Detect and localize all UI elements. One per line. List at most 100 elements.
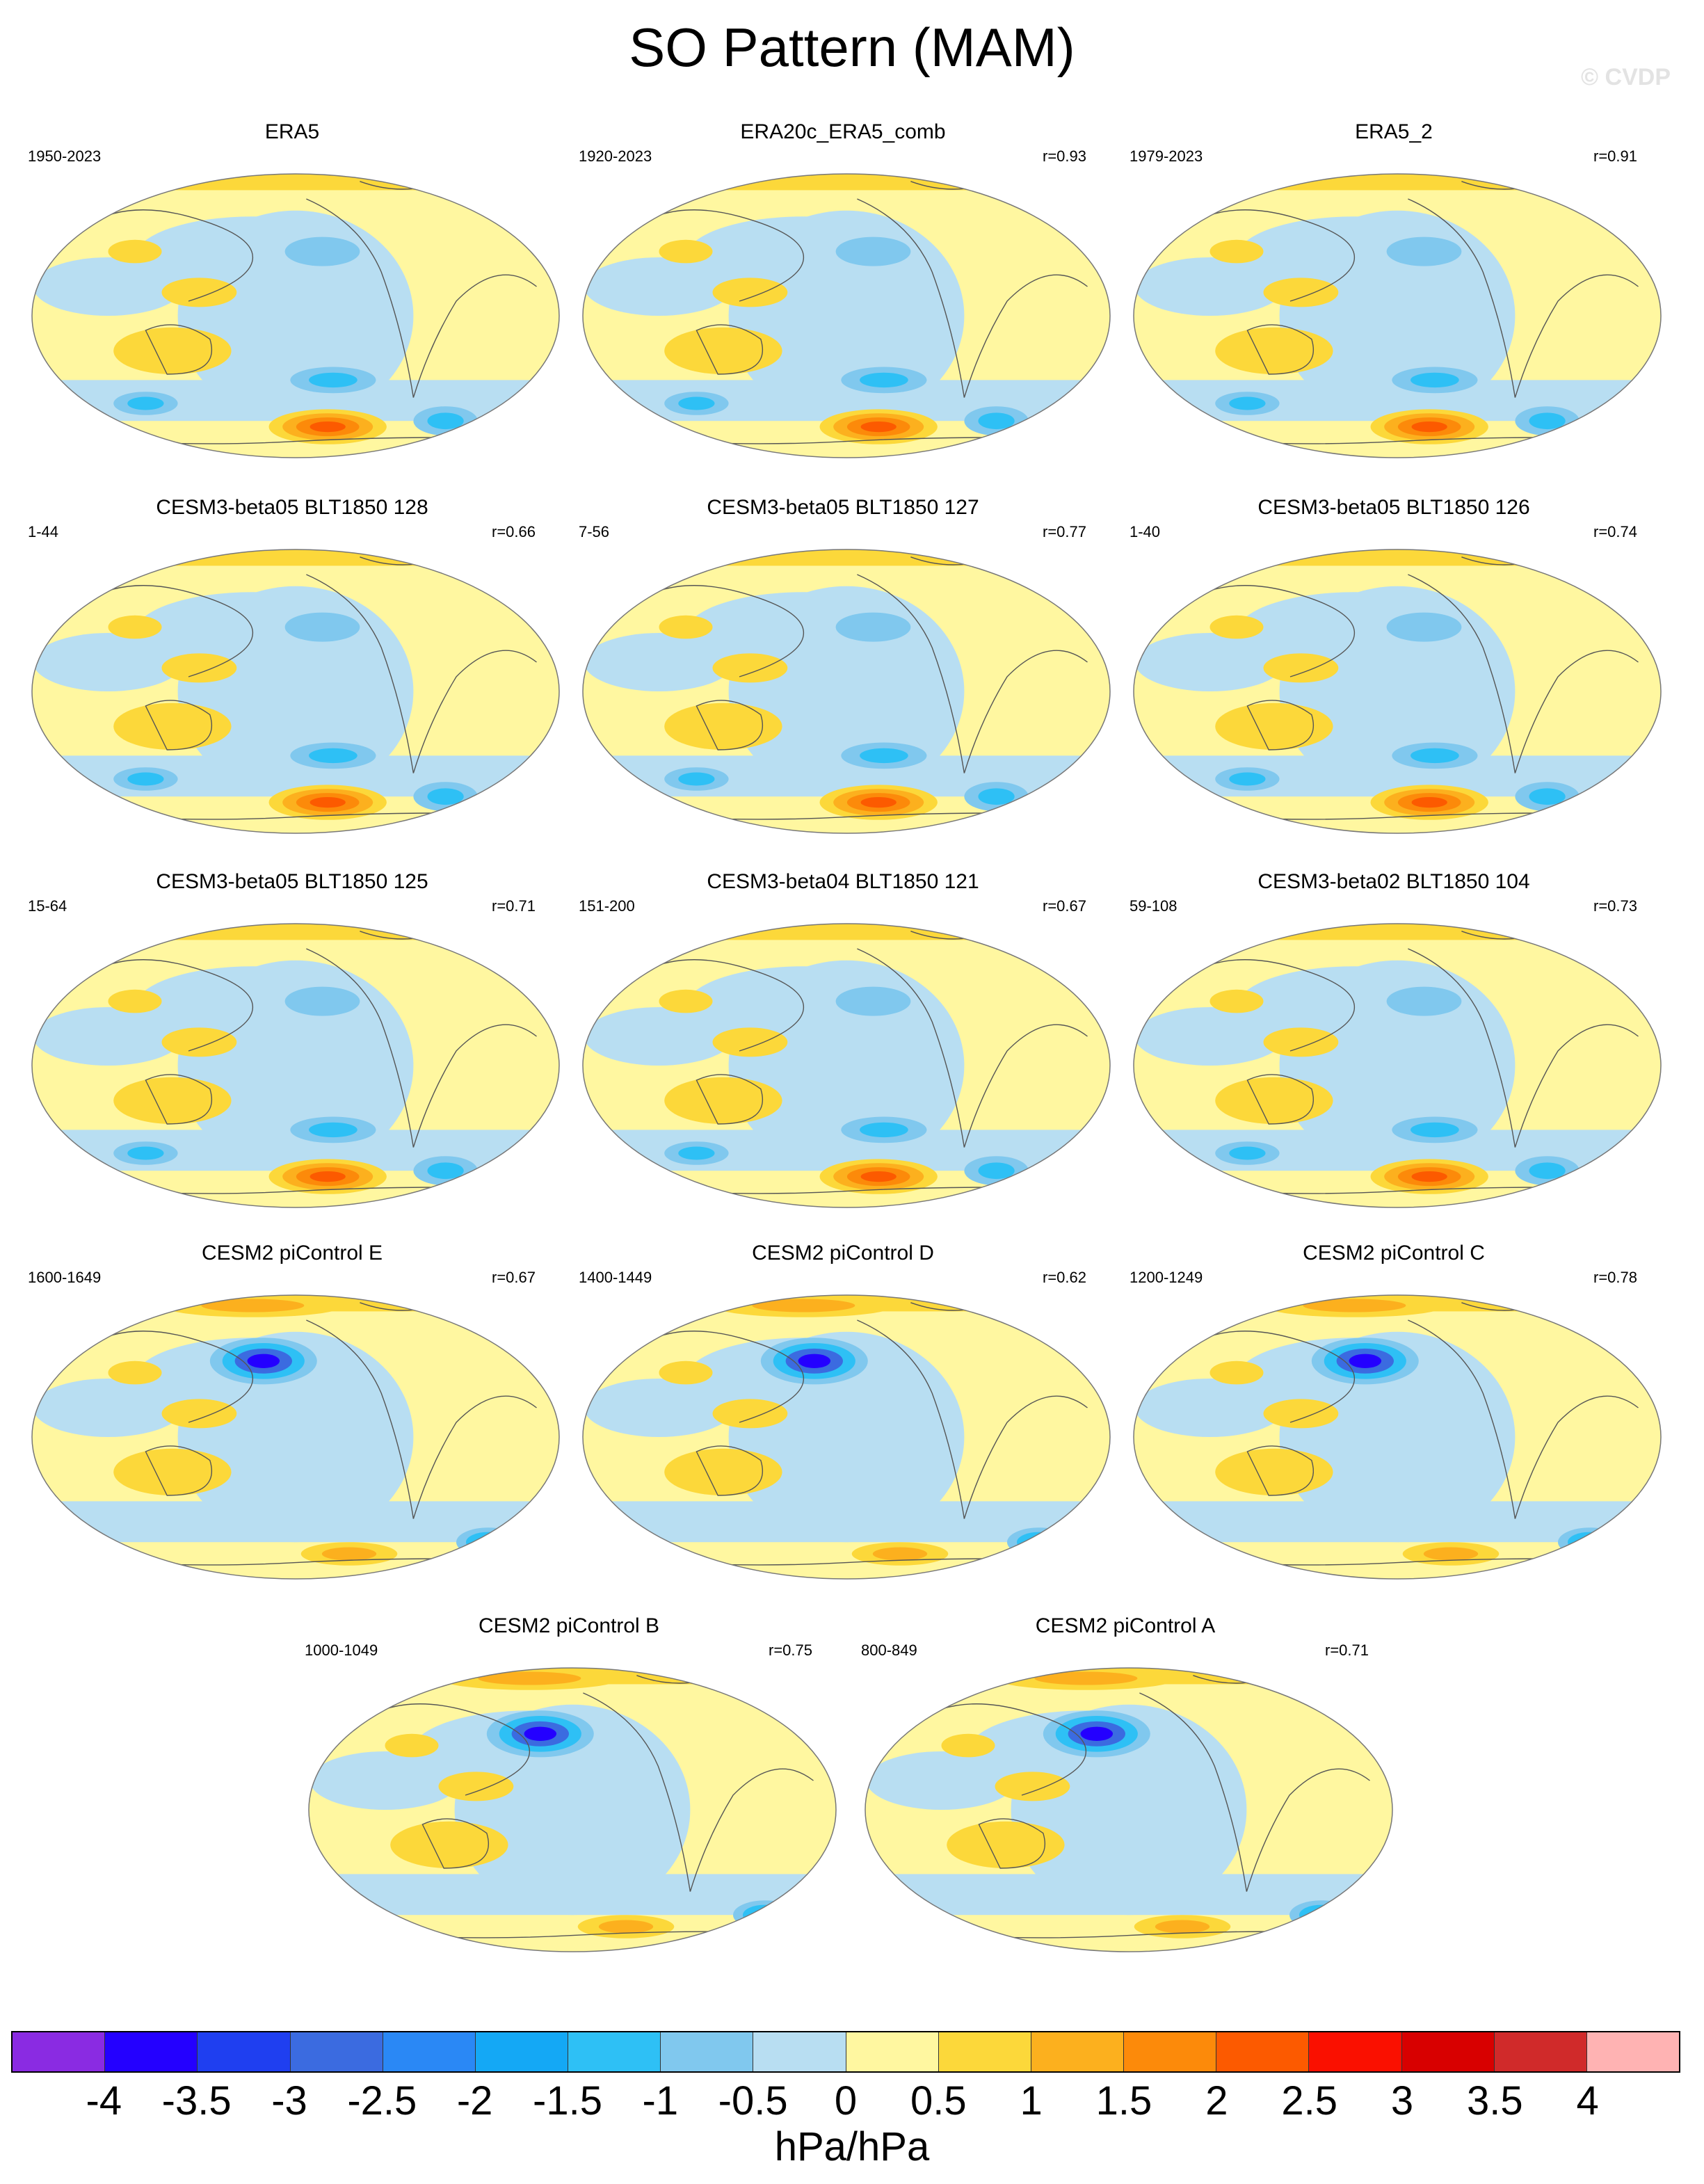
negative-anomaly — [1558, 1527, 1623, 1557]
coastline — [306, 1319, 415, 1519]
map-border — [1133, 923, 1662, 1208]
negative-anomaly — [1386, 236, 1462, 266]
colorbar-swatch — [938, 2032, 1031, 2071]
positive-anomaly — [659, 989, 713, 1013]
coastline — [1246, 1768, 1370, 1892]
map-border — [582, 549, 1111, 834]
negative-anomaly — [835, 236, 911, 266]
negative-anomaly — [127, 1146, 164, 1160]
negative-anomaly — [127, 396, 164, 410]
colorbar-swatch — [105, 2032, 198, 2071]
colorbar-tick-label: 0 — [834, 2078, 858, 2123]
colorbar-swatch — [290, 2032, 383, 2071]
panel-correlation: r=0.78 — [1593, 1269, 1637, 1286]
positive-anomaly — [860, 1171, 897, 1182]
colorbar-swatch — [1031, 2032, 1125, 2071]
map-border — [1133, 173, 1662, 458]
negative-anomaly — [978, 1162, 1015, 1180]
coastline — [1246, 700, 1315, 750]
colorbar-swatch — [846, 2032, 939, 2071]
coastline — [963, 1024, 1088, 1148]
panel-correlation: r=0.62 — [1043, 1269, 1086, 1286]
world-map — [31, 549, 560, 834]
positive-anomaly — [872, 1547, 928, 1561]
coastline — [306, 198, 415, 398]
negative-anomaly — [427, 1162, 464, 1180]
coastline — [632, 959, 805, 1052]
coastline — [696, 1074, 764, 1125]
coastline — [1246, 1074, 1315, 1125]
positive-anomaly — [659, 1360, 713, 1385]
page-title: SO Pattern (MAM) — [629, 17, 1075, 78]
positive-anomaly — [1263, 1399, 1339, 1429]
colorbar-tick-labels: -4 -3.5 -3 -2.5 -2 -1.5 -1 -0.5 0 0.5 1 1.5 2 2.5 3 3.5… — [0, 2077, 1704, 2133]
positive-anomaly — [1411, 421, 1447, 433]
positive-anomaly — [310, 421, 346, 433]
negative-anomaly — [733, 1900, 798, 1930]
map-border — [1133, 549, 1662, 834]
panel-years: 1979-2023 — [1130, 147, 1203, 165]
panel-years: 1600-1649 — [28, 1269, 102, 1286]
panel-years: 1-44 — [28, 523, 59, 540]
negative-anomaly — [835, 612, 911, 642]
positive-anomaly — [108, 615, 162, 639]
coastline — [1139, 1692, 1248, 1892]
positive-anomaly — [438, 1772, 514, 1801]
colorbar-tick-label: 2.5 — [1281, 2078, 1337, 2123]
negative-anomaly — [284, 612, 360, 642]
positive-anomaly — [108, 239, 162, 264]
panel-correlation: r=0.71 — [1325, 1641, 1369, 1659]
panel-title: CESM2 piControl E — [201, 1242, 383, 1264]
panel-years: 1-40 — [1130, 523, 1161, 540]
world-map — [582, 923, 1111, 1208]
panel-title: CESM3-beta04 BLT1850 121 — [707, 870, 979, 893]
panel-title: CESM2 piControl A — [1035, 1614, 1216, 1637]
colorbar-swatch — [568, 2032, 661, 2071]
positive-anomaly — [1411, 1171, 1447, 1182]
colorbar-tick-label: 1 — [1020, 2078, 1043, 2123]
colorbar-tick-label: 3 — [1390, 2078, 1414, 2123]
coastline — [1514, 1395, 1639, 1519]
map-panel: CESM2 piControl B 1000-1049 r=0.75 — [298, 1614, 840, 1961]
positive-anomaly — [972, 1831, 1039, 1858]
panel-title: CESM3-beta05 BLT1850 128 — [156, 496, 428, 519]
positive-anomaly — [1241, 713, 1308, 740]
coastline — [689, 1768, 814, 1892]
negative-anomaly — [835, 986, 911, 1016]
negative-anomaly — [1229, 772, 1266, 786]
map-panel: ERA5 1950-2023 — [21, 120, 563, 467]
colorbar-swatch — [1309, 2032, 1402, 2071]
map-border — [582, 1294, 1111, 1580]
coastline — [696, 700, 764, 750]
panel-years: 7-56 — [579, 523, 610, 540]
positive-anomaly — [321, 1547, 377, 1561]
coastline — [696, 1445, 764, 1496]
panel-title: CESM2 piControl B — [478, 1614, 660, 1637]
coastline — [583, 1692, 691, 1892]
positive-anomaly — [1034, 1671, 1138, 1685]
colorbar-swatch — [13, 2032, 106, 2071]
panel-title: CESM3-beta05 BLT1850 126 — [1257, 496, 1530, 519]
panel-years: 800-849 — [861, 1641, 917, 1659]
positive-anomaly — [941, 1733, 995, 1758]
colorbar-swatch — [1494, 2032, 1587, 2071]
world-map — [582, 1294, 1111, 1580]
colorbar-swatch — [198, 2032, 291, 2071]
panel-years: 1000-1049 — [305, 1641, 378, 1659]
map-border — [31, 1294, 560, 1580]
colorbar-swatch — [753, 2032, 846, 2071]
negative-anomaly — [978, 788, 1015, 805]
positive-anomaly — [310, 796, 346, 808]
positive-anomaly — [108, 989, 162, 1013]
positive-anomaly — [1241, 337, 1308, 364]
positive-anomaly — [1263, 653, 1339, 683]
negative-anomaly — [456, 1527, 521, 1557]
negative-anomaly — [1529, 412, 1566, 430]
negative-anomaly — [1229, 396, 1266, 410]
panel-years: 15-64 — [28, 897, 67, 915]
coastline — [1514, 274, 1639, 398]
panel-title: CESM2 piControl C — [1303, 1242, 1485, 1264]
positive-anomaly — [712, 1399, 788, 1429]
watermark: © CVDP — [1581, 64, 1671, 90]
negative-anomaly — [427, 788, 464, 805]
